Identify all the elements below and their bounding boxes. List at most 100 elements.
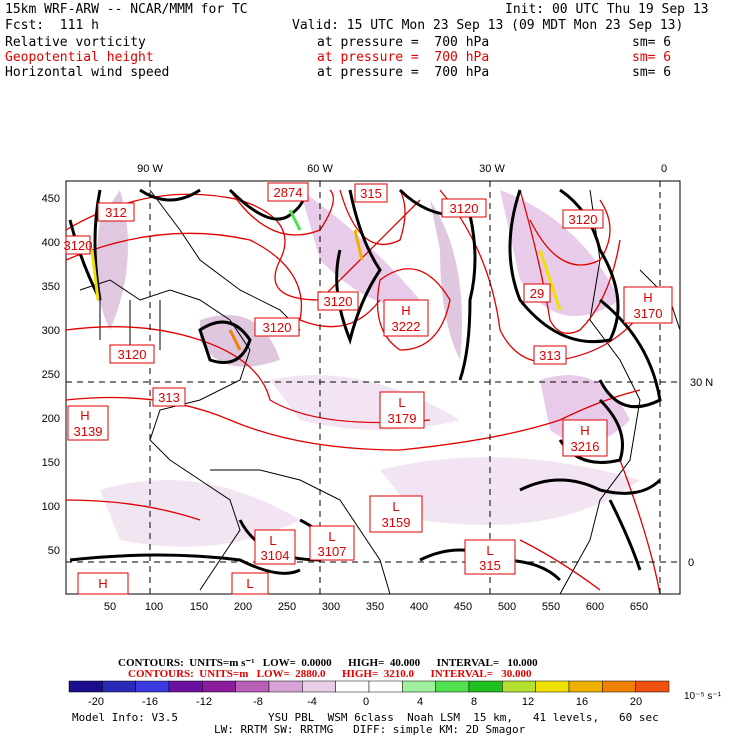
low-center: L 3179	[379, 391, 425, 429]
x-tick: 150	[190, 601, 208, 613]
svg-text:3120: 3120	[64, 238, 93, 253]
pressure-centers: H 3222 L 3179 L 3159 H 3216 H 3170 H 313…	[67, 286, 673, 595]
svg-text:3107: 3107	[318, 544, 347, 559]
svg-text:H: H	[580, 423, 589, 438]
svg-text:313: 313	[539, 348, 561, 363]
contour-label: 2874	[267, 182, 309, 202]
contour-label: 3120	[317, 291, 359, 311]
init-time: Init: 00 UTC Thu 19 Sep 13	[505, 2, 709, 17]
colorbar-cell	[368, 680, 403, 693]
height-contour-legend: CONTOURS: UNITS=m LOW= 2880.0 HIGH= 3210…	[128, 668, 532, 680]
svg-text:L: L	[328, 529, 335, 544]
lon-label: 30 W	[479, 163, 505, 175]
svg-text:3120: 3120	[118, 347, 147, 362]
y-tick: 450	[42, 193, 60, 205]
svg-text:2874: 2874	[274, 185, 303, 200]
svg-text:3120: 3120	[324, 294, 353, 309]
svg-text:315: 315	[479, 558, 501, 573]
scale-label: 8	[471, 696, 477, 708]
field-3-level: at pressure = 700 hPa	[317, 65, 490, 80]
contour-labels: 3120 3120 3120 3120 3120 2874 315 313 29…	[64, 182, 604, 407]
physics-line-2: LW: RRTM SW: RRTMG DIFF: simple KM: 2D S…	[214, 723, 526, 736]
wind-highlights	[90, 209, 562, 351]
svg-text:L: L	[486, 543, 493, 558]
scale-label: 16	[576, 696, 588, 708]
y-axis-ticks: 450 400 350 300 250 200 150 100 50	[42, 193, 60, 557]
contour-label: 312	[97, 202, 135, 222]
colorbar-cell	[302, 680, 336, 693]
contour-label: 315	[354, 183, 388, 203]
field-2-level: at pressure = 700 hPa	[317, 50, 490, 65]
colorbar-cell	[68, 680, 103, 693]
high-center: H	[77, 572, 129, 595]
scale-label: 20	[630, 696, 642, 708]
scale-label: 4	[417, 696, 423, 708]
scale-label: 0	[363, 696, 369, 708]
colorbar-cell	[268, 680, 303, 693]
contour-label: 3120	[562, 209, 604, 229]
y-tick: 400	[42, 237, 60, 249]
y-tick: 200	[42, 413, 60, 425]
colorbar-units: 10⁻⁵ s⁻¹	[684, 691, 722, 702]
lat-label: 0	[688, 557, 694, 569]
x-tick: 200	[234, 601, 252, 613]
lon-label: 60 W	[307, 163, 333, 175]
colorbar-cell	[468, 680, 503, 693]
weather-map: H 3222 L 3179 L 3159 H 3216 H 3170 H 313…	[42, 163, 714, 613]
lat-label: 30 N	[690, 377, 713, 389]
svg-text:3139: 3139	[74, 424, 103, 439]
model-info: Model Info: V3.5	[72, 711, 178, 724]
x-tick: 400	[410, 601, 428, 613]
field-2-name: Geopotential height	[5, 50, 154, 65]
lat-lon-grid	[66, 181, 680, 594]
colorbar-cell	[202, 680, 236, 693]
field-1-sm: sm= 6	[632, 35, 672, 50]
svg-text:3120: 3120	[569, 212, 598, 227]
contour-label: 313	[152, 387, 186, 407]
scale-label: -4	[307, 696, 317, 708]
svg-text:H: H	[98, 576, 107, 591]
x-tick: 250	[278, 601, 296, 613]
colorbar-cell	[502, 680, 536, 693]
low-center: L 315	[464, 539, 516, 575]
x-tick: 350	[366, 601, 384, 613]
svg-text:3170: 3170	[634, 306, 663, 321]
model-title: 15km WRF-ARW -- NCAR/MMM for TC	[5, 2, 248, 17]
svg-text:3216: 3216	[571, 439, 600, 454]
x-tick: 500	[498, 601, 516, 613]
y-tick: 100	[42, 501, 60, 513]
svg-text:3159: 3159	[382, 515, 411, 530]
colorbar-cell	[235, 680, 270, 693]
valid-time: Valid: 15 UTC Mon 23 Sep 13 (09 MDT Mon …	[292, 18, 684, 33]
scale-label: -12	[196, 696, 212, 708]
colorbar-cell	[435, 680, 470, 693]
svg-text:L: L	[246, 576, 253, 591]
x-tick: 600	[586, 601, 604, 613]
colorbar-cell	[568, 680, 603, 693]
high-center: H 3216	[562, 419, 608, 457]
field-3-sm: sm= 6	[632, 65, 672, 80]
low-center: L 3107	[309, 525, 355, 561]
svg-text:L: L	[269, 533, 276, 548]
svg-text:312: 312	[105, 205, 127, 220]
y-tick: 300	[42, 325, 60, 337]
x-tick: 650	[630, 601, 648, 613]
svg-text:29: 29	[530, 286, 544, 301]
contour-label: 3120	[254, 317, 300, 337]
low-center: L	[231, 572, 269, 595]
field-2-sm: sm= 6	[632, 50, 672, 65]
svg-text:H: H	[401, 303, 410, 318]
wind-contour-legend: CONTOURS: UNITS=m s⁻¹ LOW= 0.0000 HIGH= …	[118, 657, 538, 669]
colorbar-labels: -20 -16 -12 -8 -4 0 4 8 12 16 20 10⁻⁵ s⁻…	[88, 691, 722, 708]
svg-text:3120: 3120	[450, 201, 479, 216]
svg-text:L: L	[392, 499, 399, 514]
scale-label: 12	[522, 696, 534, 708]
contour-label: 29	[523, 283, 551, 303]
right-lat-labels: 30 N 0	[688, 377, 713, 569]
contour-label: 3120	[441, 198, 487, 218]
colorbar-cell	[535, 680, 570, 693]
contour-label: 313	[533, 345, 567, 365]
svg-text:313: 313	[158, 390, 180, 405]
low-center: L 3159	[369, 495, 423, 533]
physics-line-1: YSU PBL WSM 6class Noah LSM 15 km, 41 le…	[268, 711, 659, 724]
